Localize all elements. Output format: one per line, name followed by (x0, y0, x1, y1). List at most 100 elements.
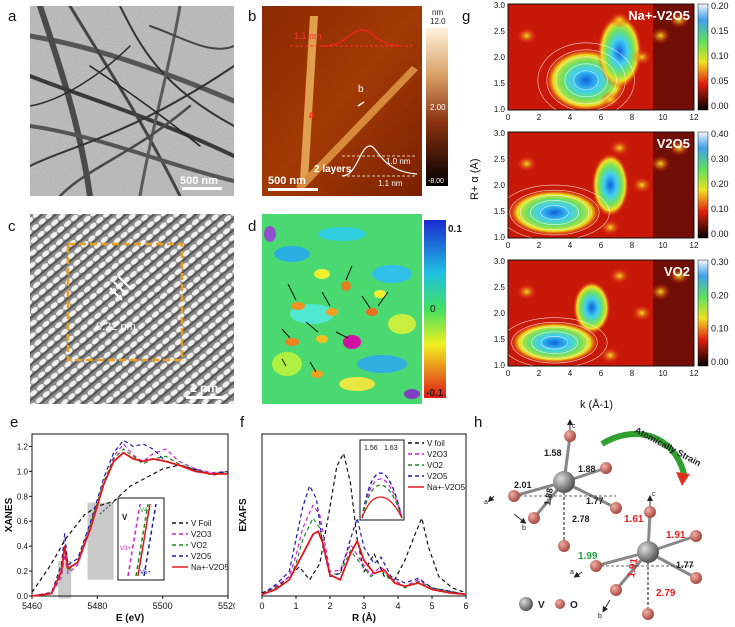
bottom-bond-3: 1.91 (666, 530, 686, 541)
wavelet-plots: Na+-V2O5 0.20 0.15 0.10 0.05 0.00 3.0 2.5 2.0 1.5… (494, 1, 729, 378)
wavelet-contour (546, 49, 626, 112)
wavelet-colorbar-tick: 0.20 (711, 290, 729, 300)
e-xlabel: E (eV) (116, 613, 144, 624)
wavelet-contour (573, 70, 599, 91)
bottom-axis-c: c (652, 491, 656, 498)
xanes-inset-label-v4: V4+ (140, 508, 151, 514)
f-legend-label: VO2 (427, 461, 444, 470)
wavelet-xlabel: k (Å-1) (580, 398, 613, 411)
wavelet-ytick: 1.5 (494, 335, 506, 344)
wavelet-small-blob (609, 11, 630, 28)
legend-o-label: O (570, 600, 578, 611)
wavelet-frame (507, 131, 695, 239)
afm-colorbar-bottom: -8.00 (428, 178, 444, 185)
wavelet-colorbar-tick: 0.10 (711, 324, 729, 334)
wavelet-xtick: 8 (630, 113, 635, 122)
wavelet-plot-1: Na+-V2O5 0.20 0.15 0.10 0.05 0.00 3.0 2.5 2.0 1.5… (494, 1, 729, 122)
wavelet-xtick: 2 (537, 113, 542, 122)
e-series-NaV2O5 (31, 451, 228, 597)
f-legend-label: V foil (427, 439, 445, 448)
wavelet-small-blob (600, 91, 621, 108)
wavelet-colorbar-tick: 0.00 (711, 101, 729, 111)
afm-height-2: 1.1 nm (378, 179, 403, 188)
afm-image-panel: 1.1 nm a b 2 layers 1.0 nm 1.1 nm 500 nm (262, 6, 422, 196)
wavelet-colorbar-tick: 0.00 (711, 357, 729, 367)
wavelet-xtick: 2 (537, 241, 542, 250)
strain-colorbar-mid: 0 (430, 304, 436, 315)
wavelet-xtick: 0 (506, 113, 511, 122)
afm-marker-b: b (358, 84, 364, 95)
wavelet-small-blob (631, 305, 652, 321)
wavelet-blob (591, 153, 629, 217)
strain-blobs (264, 226, 420, 399)
e-legend-label: V2O3 (191, 530, 212, 539)
wavelet-small-blob (650, 283, 671, 300)
wavelet-blob (508, 189, 601, 236)
xanes-inset-connector (99, 497, 119, 515)
wavelet-ytick: 2.0 (494, 53, 506, 62)
wavelet-ytick: 1.0 (494, 233, 506, 242)
wavelet-plot-label: V2O5 (657, 136, 690, 151)
e-ytick-label: 0.4 (17, 542, 29, 551)
legend-v-ball (519, 597, 533, 611)
panel-label-b: b (248, 8, 257, 25)
e-ytick-label: 0.8 (17, 492, 29, 501)
wavelet-colorbar-tick: 0.20 (711, 179, 729, 189)
top-axis-b: b (522, 525, 526, 532)
wavelet-xtick: 12 (690, 369, 699, 378)
wavelet-contour (555, 56, 617, 105)
wavelet-plot-label: VO2 (664, 264, 690, 279)
hrtem-fringe-line-2 (113, 281, 127, 295)
wavelet-colorbar-tick: 0.10 (711, 51, 729, 61)
wavelet-small-blob (669, 11, 690, 28)
wavelet-contour (501, 317, 608, 368)
wavelet-contour (540, 336, 569, 350)
strain-arrows (281, 265, 389, 373)
bottom-bond-6: 2.79 (656, 588, 676, 599)
e-legend-label: V Foil (191, 519, 212, 528)
f-series-VO2 (261, 517, 467, 595)
panel-label-d: d (248, 218, 257, 235)
f-series-V2O3 (261, 504, 467, 595)
strain-arrow (600, 431, 687, 475)
wavelet-small-blob (669, 267, 690, 284)
exafs-inset-tick-2: 1.63 (384, 445, 398, 452)
afm-height-1: 1.0 nm (386, 157, 411, 166)
wavelet-xtick: 0 (506, 241, 511, 250)
hrtem-fringe-line-3 (109, 287, 123, 301)
bottom-bond-2: 1.99 (578, 551, 598, 562)
e-xtick-label: 5480 (87, 601, 107, 611)
top-bond-3: 1.88 (578, 464, 596, 474)
hrtem-region-box (66, 242, 184, 362)
f-legend-label: V2O5 (427, 472, 448, 481)
xanes-inset-label-v: V (122, 513, 128, 522)
wavelet-xtick: 4 (568, 113, 573, 122)
f-xtick-label: 0 (259, 601, 264, 611)
panel-label-f: f (240, 414, 245, 431)
wavelet-small-blob (609, 139, 630, 156)
wavelet-plot-label: Na+-V2O5 (628, 8, 690, 23)
afm-profile-top (321, 29, 403, 47)
tem-image-panel: 500 nm (30, 6, 234, 196)
bottom-bond-5: 1.77 (676, 560, 694, 570)
wavelet-xtick: 4 (568, 369, 573, 378)
xanes-inset-line-na (137, 503, 151, 577)
top-bond-6: 2.78 (572, 514, 590, 524)
afm-background (262, 6, 422, 196)
wavelet-ytick: 3.0 (494, 1, 506, 10)
afm-scalebar (268, 188, 318, 191)
legend-o-ball (555, 599, 565, 609)
tem-scalebar-label: 500 nm (180, 175, 218, 187)
exafs-inset: 1.56 1.63 (359, 439, 405, 521)
panel-label-h: h (474, 414, 483, 431)
wavelet-contour (509, 189, 600, 236)
structure-panel: 1.58 2.01 1.88 1.88 1.77 2.78 c a b Atom… (484, 419, 703, 620)
strain-arrow-label: Atomically Strain (633, 425, 703, 468)
f-xlabel: R (Å) (352, 611, 376, 624)
f-xtick-label: 6 (463, 601, 468, 611)
strain-colorbar-top: 0.1 (448, 224, 462, 235)
wavelet-ytick: 3.0 (494, 257, 506, 266)
wavelet-xtick: 8 (630, 241, 635, 250)
wavelet-colorbar-tick: 0.40 (711, 129, 729, 139)
